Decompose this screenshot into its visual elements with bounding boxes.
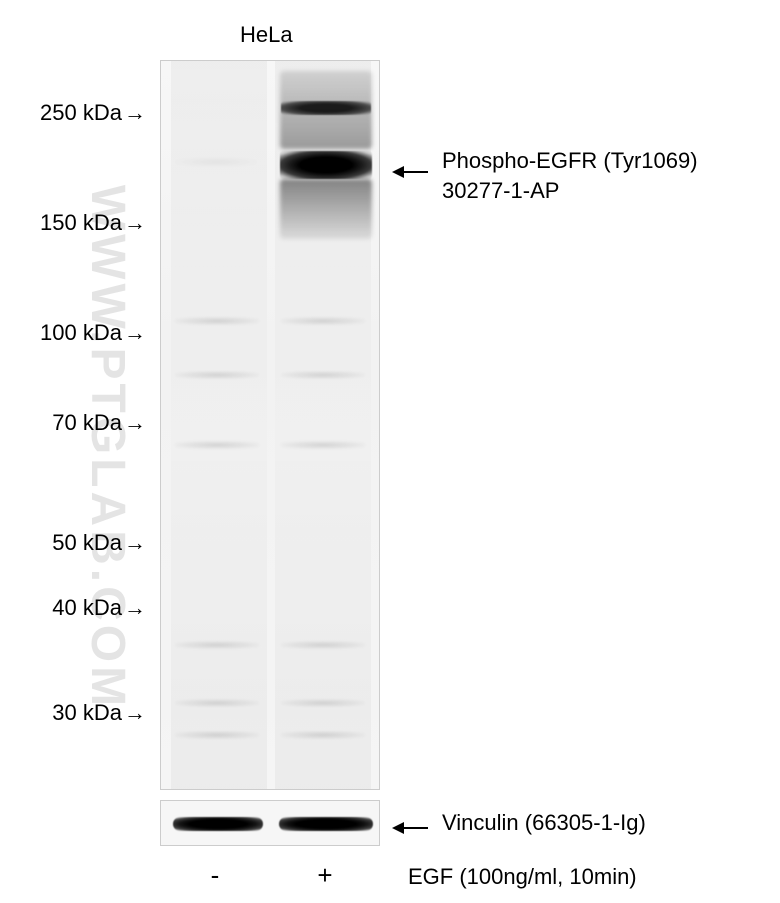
- arrow-left-icon: [392, 163, 428, 181]
- ladder-label-text: 100 kDa: [40, 320, 122, 345]
- ladder-label: 150 kDa→: [6, 210, 146, 236]
- ladder-label-text: 250 kDa: [40, 100, 122, 125]
- lane1-shade: [171, 61, 267, 789]
- faint-band: [281, 317, 365, 325]
- arrow-right-icon: →: [124, 530, 146, 556]
- target-annotation-line1: Phospho-EGFR (Tyr1069): [442, 148, 698, 173]
- arrow-right-icon: →: [124, 100, 146, 126]
- vinculin-annotation-arrow: [392, 814, 432, 840]
- ladder-label-text: 70 kDa: [52, 410, 122, 435]
- target-annotation-arrow: [392, 158, 432, 184]
- target-main-band: [280, 151, 372, 179]
- blot-main-panel: [160, 60, 380, 790]
- arrow-left-icon: [392, 819, 428, 837]
- ladder-label: 70 kDa→: [6, 410, 146, 436]
- target-annotation-line2: 30277-1-AP: [442, 178, 559, 203]
- ladder-label: 50 kDa→: [6, 530, 146, 556]
- treatment-lane1: -: [195, 860, 235, 891]
- faint-band: [175, 371, 259, 379]
- arrow-right-icon: →: [124, 210, 146, 236]
- ladder-label-text: 50 kDa: [52, 530, 122, 555]
- ladder-label: 40 kDa→: [6, 595, 146, 621]
- faint-band: [175, 441, 259, 449]
- faint-band: [281, 641, 365, 649]
- ladder-label: 100 kDa→: [6, 320, 146, 346]
- watermark: WWW.PTGLAB.COM: [80, 185, 135, 710]
- arrow-right-icon: →: [124, 320, 146, 346]
- faint-band: [175, 699, 259, 707]
- treatment-lane2: +: [305, 860, 345, 891]
- faint-band: [175, 731, 259, 739]
- faint-band: [175, 317, 259, 325]
- target-lane1-faint: [175, 157, 257, 167]
- ladder-label: 30 kDa→: [6, 700, 146, 726]
- vinculin-band-lane2: [279, 817, 373, 831]
- ladder-label-text: 30 kDa: [52, 700, 122, 725]
- target-smear-lower: [280, 179, 372, 239]
- blot-vinculin-panel: [160, 800, 380, 846]
- sample-label: HeLa: [240, 22, 293, 48]
- ladder-label-text: 150 kDa: [40, 210, 122, 235]
- ladder-label-text: 40 kDa: [52, 595, 122, 620]
- treatment-label: EGF (100ng/ml, 10min): [408, 864, 637, 890]
- faint-band: [281, 441, 365, 449]
- vinculin-annotation-text: Vinculin (66305-1-Ig): [442, 808, 646, 838]
- faint-band: [281, 699, 365, 707]
- faint-band: [281, 731, 365, 739]
- faint-band: [175, 641, 259, 649]
- target-upper-band: [281, 101, 371, 115]
- faint-band: [281, 371, 365, 379]
- vinculin-band-lane1: [173, 817, 263, 831]
- arrow-right-icon: →: [124, 595, 146, 621]
- target-annotation-text: Phospho-EGFR (Tyr1069) 30277-1-AP: [442, 146, 698, 205]
- arrow-right-icon: →: [124, 410, 146, 436]
- figure-container: WWW.PTGLAB.COM HeLa 250 kDa→150 kDa→100 …: [0, 0, 780, 903]
- arrow-right-icon: →: [124, 700, 146, 726]
- ladder-label: 250 kDa→: [6, 100, 146, 126]
